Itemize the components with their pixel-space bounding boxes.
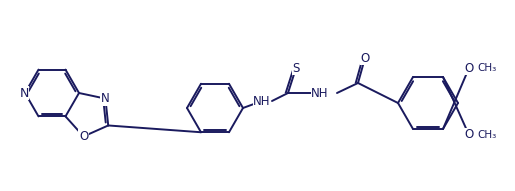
Text: O: O: [360, 52, 370, 65]
Text: N: N: [101, 92, 110, 105]
Text: N: N: [20, 87, 29, 100]
Text: NH: NH: [311, 87, 329, 100]
Text: CH₃: CH₃: [477, 63, 496, 73]
Text: S: S: [293, 62, 300, 74]
Text: O: O: [79, 130, 88, 143]
Text: NH: NH: [253, 95, 271, 108]
Text: O: O: [465, 62, 474, 74]
Text: O: O: [465, 129, 474, 142]
Text: CH₃: CH₃: [477, 130, 496, 140]
